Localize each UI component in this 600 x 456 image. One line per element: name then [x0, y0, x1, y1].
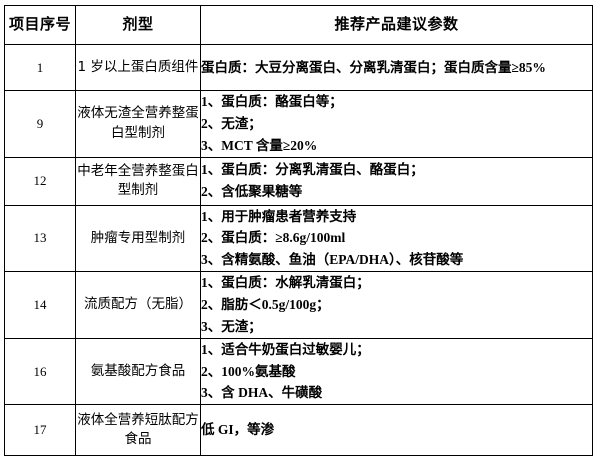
- table-row: 9 液体无渣全营养整蛋白型制剂 1、蛋白质：酪蛋白等； 2、无渣； 3、MCT …: [4, 90, 593, 158]
- cell-dosage-form: 氨基酸配方食品: [75, 337, 201, 406]
- table-header-row: 项目序号 剂型 推荐产品建议参数: [4, 5, 593, 45]
- header-item-number: 项目序号: [4, 5, 76, 45]
- cell-item-number: 16: [4, 337, 76, 406]
- cell-dosage-form: 1 岁以上蛋白质组件: [75, 44, 201, 91]
- cell-item-number: 1: [4, 44, 76, 91]
- param-line: 3、含 DHA、牛磺酸: [201, 385, 323, 401]
- cell-item-number: 12: [4, 156, 76, 206]
- cell-parameters: 1、蛋白质：酪蛋白等； 2、无渣； 3、MCT 含量≥20%: [200, 90, 593, 158]
- param-line: 1、适合牛奶蛋白过敏婴儿；: [201, 341, 370, 357]
- cell-item-number: 9: [4, 90, 76, 158]
- param-line: 低 GI，等渗: [201, 422, 275, 438]
- table-row: 17 液体全营养短肽配方食品 低 GI，等渗: [4, 404, 593, 456]
- cell-parameters: 蛋白质：大豆分离蛋白、分离乳清蛋白；蛋白质含量≥85%: [200, 44, 593, 91]
- param-line: 1、用于肿瘤患者营养支持: [201, 208, 357, 224]
- cell-parameters: 1、蛋白质：水解乳清蛋白； 2、脂肪＜0.5g/100g； 3、无渣；: [200, 271, 593, 339]
- param-line: 2、无渣；: [201, 115, 262, 131]
- cell-parameters: 1、用于肿瘤患者营养支持 2、蛋白质：≥8.6g/100ml 3、含精氨酸、鱼油…: [200, 204, 593, 273]
- cell-dosage-form: 液体无渣全营养整蛋白型制剂: [75, 90, 201, 158]
- header-recommended-parameters: 推荐产品建议参数: [200, 5, 593, 45]
- param-line: 1、蛋白质：酪蛋白等；: [201, 94, 343, 109]
- table-row: 1 1 岁以上蛋白质组件 蛋白质：大豆分离蛋白、分离乳清蛋白；蛋白质含量≥85%: [4, 44, 593, 91]
- param-line: 蛋白质：大豆分离蛋白、分离乳清蛋白；蛋白质含量≥85%: [201, 59, 546, 75]
- table-row: 14 流质配方（无脂） 1、蛋白质：水解乳清蛋白； 2、脂肪＜0.5g/100g…: [4, 271, 593, 339]
- param-line: 1、蛋白质：分离乳清蛋白、酪蛋白；: [201, 162, 424, 178]
- product-spec-table: 项目序号 剂型 推荐产品建议参数 1 1 岁以上蛋白质组件 蛋白质：大豆分离蛋白…: [4, 5, 593, 456]
- param-line: 2、含低聚果糖等: [201, 184, 303, 200]
- cell-dosage-form: 液体全营养短肽配方食品: [75, 404, 201, 456]
- cell-item-number: 14: [4, 271, 76, 339]
- cell-parameters: 低 GI，等渗: [200, 404, 593, 456]
- cell-item-number: 17: [4, 404, 76, 456]
- table-row: 16 氨基酸配方食品 1、适合牛奶蛋白过敏婴儿； 2、100%氨基酸 3、含 D…: [4, 337, 593, 406]
- cell-item-number: 13: [4, 204, 76, 273]
- param-line: 3、无渣；: [201, 318, 262, 334]
- cell-dosage-form: 中老年全营养整蛋白型制剂: [75, 156, 201, 206]
- cell-parameters: 1、蛋白质：分离乳清蛋白、酪蛋白； 2、含低聚果糖等: [200, 156, 593, 206]
- cell-dosage-form: 流质配方（无脂）: [75, 271, 201, 339]
- table-row: 13 肿瘤专用型制剂 1、用于肿瘤患者营养支持 2、蛋白质：≥8.6g/100m…: [4, 204, 593, 273]
- param-line: 2、100%氨基酸: [201, 363, 296, 379]
- cell-dosage-form: 肿瘤专用型制剂: [75, 204, 201, 273]
- param-line: 2、脂肪＜0.5g/100g；: [201, 297, 330, 313]
- table-row: 12 中老年全营养整蛋白型制剂 1、蛋白质：分离乳清蛋白、酪蛋白； 2、含低聚果…: [4, 156, 593, 206]
- cell-parameters: 1、适合牛奶蛋白过敏婴儿； 2、100%氨基酸 3、含 DHA、牛磺酸: [200, 337, 593, 406]
- param-line: 2、蛋白质：≥8.6g/100ml: [201, 230, 346, 246]
- param-line: 1、蛋白质：水解乳清蛋白；: [201, 275, 370, 291]
- param-line: 3、含精氨酸、鱼油（EPA/DHA）、核苷酸等: [201, 252, 464, 268]
- header-dosage-form: 剂型: [75, 5, 201, 45]
- param-line: 3、MCT 含量≥20%: [201, 137, 318, 153]
